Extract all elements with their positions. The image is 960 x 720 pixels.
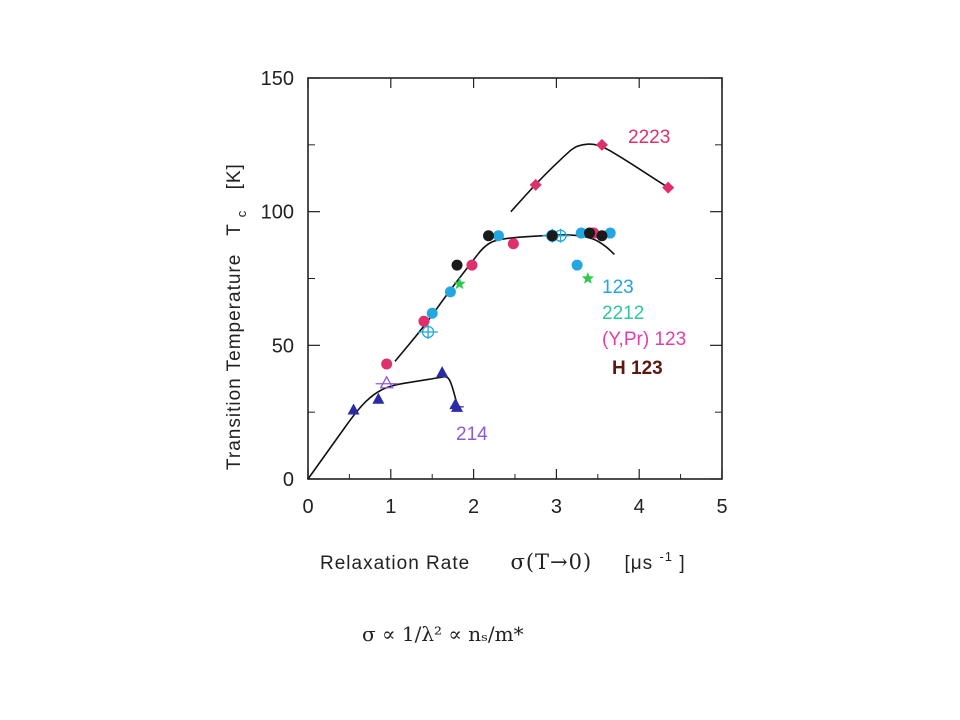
- point-214: [372, 392, 385, 404]
- x-axis-title: Relaxation Rate σ(T→0) [μs -1 ]: [320, 545, 686, 574]
- data-points: [347, 138, 675, 415]
- point-123: [575, 227, 587, 239]
- label-2212: 2212: [602, 303, 644, 324]
- point-123: [604, 227, 616, 239]
- y-axis-title: Transition Temperature T c [K]: [224, 163, 251, 470]
- x-tick-label: 4: [634, 496, 645, 518]
- label-123: 123: [602, 277, 634, 298]
- point-2223: [662, 181, 675, 194]
- x-tick-label: 5: [716, 496, 727, 518]
- point-h-123: [596, 230, 608, 242]
- point-214: [436, 366, 449, 378]
- point-123: [444, 286, 456, 298]
- point-123: [426, 307, 438, 319]
- x-axis-unit-close: ]: [679, 553, 685, 574]
- x-tick-label: 1: [385, 496, 396, 518]
- label-ypr123: (Y,Pr) 123: [602, 329, 686, 350]
- fit-curve: [394, 234, 615, 362]
- text-labels: Transition Temperature T c [K] Relaxatio…: [224, 127, 686, 646]
- point-h-123: [584, 227, 596, 239]
- point-y-pr-123: [507, 238, 519, 250]
- point-123: [492, 230, 504, 242]
- point-h-123: [546, 230, 558, 242]
- point-h-123: [483, 230, 495, 242]
- point-marker: [379, 375, 394, 389]
- fit-curve: [307, 375, 458, 480]
- point-2212: [581, 272, 595, 284]
- point-123: [571, 259, 583, 271]
- label-2223: 2223: [628, 127, 670, 148]
- point-y-pr-123: [466, 259, 478, 271]
- y-axis-unit: [K]: [224, 163, 245, 189]
- y-tick-label: 100: [261, 202, 294, 224]
- formula: σ ∝ 1/λ² ∝ nₛ/m*: [362, 622, 524, 646]
- x-tick-label: 2: [468, 496, 479, 518]
- point-214: [347, 403, 360, 415]
- x-axis-unit: [μs: [624, 553, 653, 574]
- label-h123: H 123: [612, 358, 663, 379]
- x-axis-title-text: Relaxation Rate: [320, 553, 470, 574]
- x-axis-symbol: σ(T→0): [510, 550, 592, 574]
- point-h-123: [451, 259, 463, 271]
- y-tick-label: 150: [261, 68, 294, 90]
- point-123-muon-open: [418, 324, 439, 339]
- point-y-pr-123: [418, 315, 430, 327]
- point-2223: [529, 178, 542, 191]
- point-2212: [453, 277, 466, 290]
- fit-curve: [510, 143, 669, 213]
- y-tick-label: 50: [272, 335, 294, 357]
- y-axis-symbol: T: [224, 223, 245, 235]
- point-214-open: [375, 375, 398, 389]
- x-tick-label: 0: [302, 496, 313, 518]
- point-y-pr-123: [381, 358, 393, 370]
- x-tick-label: 3: [551, 496, 562, 518]
- x-axis-unit-exp: -1: [659, 549, 673, 564]
- y-axis-title-text: Transition Temperature: [224, 254, 245, 470]
- y-axis-symbol-sub: c: [234, 210, 249, 218]
- point-2223: [595, 138, 608, 151]
- label-214: 214: [456, 424, 488, 445]
- y-tick-label: 0: [283, 469, 294, 491]
